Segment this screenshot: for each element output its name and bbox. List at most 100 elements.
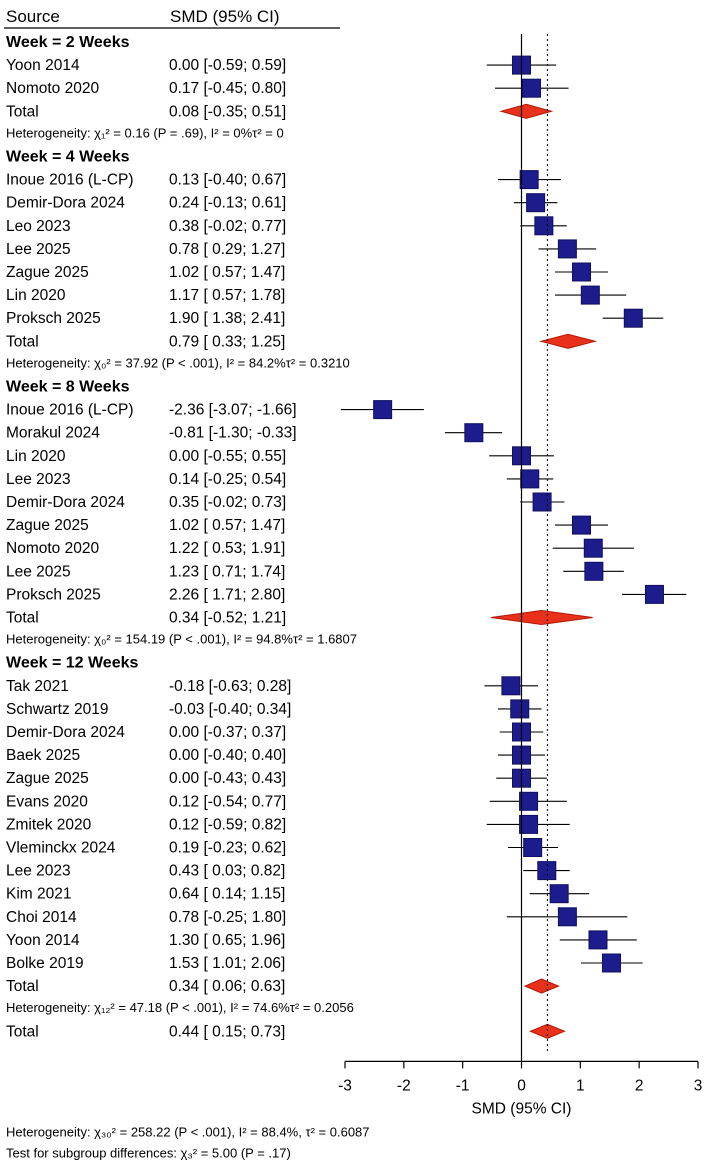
- effect-square: [537, 861, 557, 881]
- study-name: Lee 2025: [6, 241, 71, 258]
- effect-square: [572, 515, 592, 535]
- study-name: Choi 2014: [6, 909, 77, 926]
- study-name: Proksch 2025: [6, 310, 101, 327]
- study-name: Proksch 2025: [6, 586, 101, 603]
- study-ci: 0.43 [ 0.03; 0.82]: [169, 863, 285, 880]
- study-name: Lin 2020: [6, 287, 66, 304]
- header-smd: SMD (95% CI): [170, 7, 280, 26]
- effect-square: [549, 884, 569, 904]
- study-name: Nomoto 2020: [6, 540, 99, 557]
- effect-square: [557, 907, 577, 927]
- study-name: Zmitek 2020: [6, 816, 92, 833]
- study-ci: 1.22 [ 0.53; 1.91]: [169, 540, 285, 557]
- study-name: Vleminckx 2024: [6, 840, 116, 857]
- effect-square: [523, 838, 543, 857]
- total-diamond: [538, 333, 598, 349]
- study-name: Baek 2025: [6, 747, 80, 764]
- x-tick-label: -2: [397, 1077, 411, 1094]
- effect-square: [572, 262, 592, 282]
- total-ci: 0.34 [ 0.06; 0.63]: [169, 978, 285, 995]
- group-heterogeneity: Heterogeneity: χ₀² = 37.92 (P < .001), I…: [6, 355, 350, 370]
- header-source: Source: [6, 7, 60, 26]
- study-ci: 1.02 [ 0.57; 1.47]: [169, 517, 285, 534]
- study-name: Lee 2023: [6, 863, 71, 880]
- study-ci: 0.12 [-0.54; 0.77]: [169, 793, 286, 810]
- study-ci: 0.14 [-0.25; 0.54]: [169, 471, 286, 488]
- footnote: Test for subgroup differences: χ₃² = 5.0…: [6, 1145, 291, 1160]
- x-tick-label: 3: [694, 1077, 703, 1094]
- effect-square: [644, 584, 664, 604]
- effect-square: [464, 423, 484, 443]
- total-ci: 0.34 [-0.52; 1.21]: [169, 610, 286, 627]
- study-name: Zague 2025: [6, 264, 89, 281]
- total-ci: 0.08 [-0.35; 0.51]: [169, 103, 286, 120]
- x-tick-label: 0: [517, 1077, 526, 1094]
- study-name: Yoon 2014: [6, 932, 80, 949]
- study-ci: 1.23 [ 0.71; 1.74]: [169, 563, 285, 580]
- effect-square: [520, 469, 540, 489]
- effect-square: [583, 538, 603, 558]
- group-heading: Week = 12 Weeks: [6, 655, 138, 672]
- study-name: Leo 2023: [6, 218, 71, 235]
- group-heading: Week = 2 Weeks: [6, 34, 130, 51]
- study-name: Lee 2023: [6, 471, 71, 488]
- total-label: Total: [6, 610, 39, 627]
- study-name: Inoue 2016 (L-CP): [6, 172, 134, 189]
- study-ci: -0.18 [-0.63; 0.28]: [169, 678, 291, 695]
- total-diamond: [499, 103, 554, 119]
- study-name: Morakul 2024: [6, 425, 100, 442]
- effect-square: [532, 492, 552, 512]
- effect-square: [623, 308, 643, 328]
- effect-square: [519, 814, 539, 834]
- study-name: Kim 2021: [6, 886, 71, 903]
- effect-square: [522, 78, 542, 98]
- study-ci: 0.12 [-0.59; 0.82]: [169, 816, 286, 833]
- study-ci: -2.36 [-3.07; -1.66]: [169, 402, 297, 419]
- effect-square: [373, 400, 393, 420]
- study-ci: 0.24 [-0.13; 0.61]: [169, 195, 286, 212]
- study-ci: 0.17 [-0.45; 0.80]: [169, 80, 286, 97]
- study-ci: 2.26 [ 1.71; 2.80]: [169, 586, 285, 603]
- study-name: Evans 2020: [6, 793, 88, 810]
- study-ci: 1.17 [ 0.57; 1.78]: [169, 287, 285, 304]
- study-ci: 1.02 [ 0.57; 1.47]: [169, 264, 285, 281]
- effect-square: [588, 930, 608, 950]
- study-name: Yoon 2014: [6, 57, 80, 74]
- effect-square: [557, 239, 577, 259]
- study-name: Nomoto 2020: [6, 80, 99, 97]
- total-ci: 0.44 [ 0.15; 0.73]: [169, 1023, 285, 1040]
- total-label: Total: [6, 103, 39, 120]
- study-name: Demir-Dora 2024: [6, 724, 125, 741]
- study-name: Demir-Dora 2024: [6, 195, 125, 212]
- study-name: Zague 2025: [6, 517, 89, 534]
- study-ci: 0.19 [-0.23; 0.62]: [169, 840, 286, 857]
- study-ci: 1.53 [ 1.01; 2.06]: [169, 955, 285, 972]
- study-name: Schwartz 2019: [6, 701, 109, 718]
- group-heterogeneity: Heterogeneity: χ₀² = 154.19 (P < .001), …: [6, 632, 357, 647]
- study-name: Lin 2020: [6, 448, 66, 465]
- x-axis-label: SMD (95% CI): [472, 1100, 572, 1117]
- study-ci: 0.35 [-0.02; 0.73]: [169, 494, 286, 511]
- study-name: Inoue 2016 (L-CP): [6, 402, 134, 419]
- footnote: Heterogeneity: χ₃₀² = 258.22 (P < .001),…: [6, 1124, 370, 1139]
- effect-square: [526, 193, 546, 213]
- study-ci: 0.00 [-0.59; 0.59]: [169, 57, 286, 74]
- study-name: Lee 2025: [6, 563, 71, 580]
- total-label: Total: [6, 978, 39, 995]
- effect-square: [519, 791, 539, 811]
- study-name: Tak 2021: [6, 678, 69, 695]
- effect-square: [519, 170, 539, 190]
- study-ci: 0.64 [ 0.14; 1.15]: [169, 886, 285, 903]
- total-label: Total: [6, 1023, 39, 1040]
- study-ci: 1.30 [ 0.65; 1.96]: [169, 932, 285, 949]
- study-ci: 0.00 [-0.37; 0.37]: [169, 724, 286, 741]
- total-diamond: [523, 978, 560, 994]
- study-ci: 0.00 [-0.43; 0.43]: [169, 770, 286, 787]
- study-name: Zague 2025: [6, 770, 89, 787]
- study-ci: 0.00 [-0.55; 0.55]: [169, 448, 286, 465]
- x-tick-label: 2: [635, 1077, 644, 1094]
- group-heading: Week = 4 Weeks: [6, 149, 130, 166]
- x-tick-label: -1: [456, 1077, 470, 1094]
- total-label: Total: [6, 333, 39, 350]
